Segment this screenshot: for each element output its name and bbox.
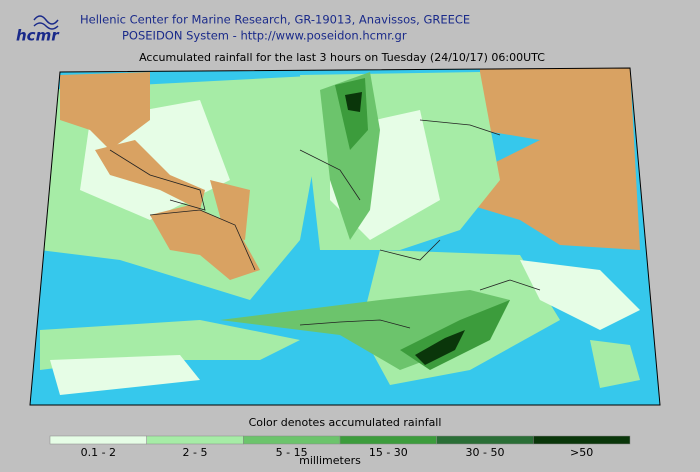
- legend-unit: millimeters: [299, 454, 361, 467]
- logo-waves: [33, 15, 59, 30]
- legend-label: >50: [570, 446, 593, 459]
- legend: 0.1 - 2 2 - 5 5 - 15 15 - 30 30 - 50 >50: [49, 435, 631, 459]
- map: [30, 68, 660, 405]
- header-line: POSEIDON System - http://www.poseidon.hc…: [122, 29, 407, 43]
- legend-swatch: [533, 435, 631, 445]
- logo-text: hcmr: [16, 27, 60, 45]
- map-title: Accumulated rainfall for the last 3 hour…: [139, 51, 545, 64]
- legend-swatch: [243, 435, 341, 445]
- header-line: Hellenic Center for Marine Research, GR-…: [80, 13, 470, 27]
- legend-title: Color denotes accumulated rainfall: [249, 416, 442, 429]
- legend-label: 30 - 50: [466, 446, 505, 459]
- legend-swatch: [146, 435, 244, 445]
- legend-label: 2 - 5: [183, 446, 208, 459]
- legend-swatch: [339, 435, 437, 445]
- legend-label: 0.1 - 2: [81, 446, 116, 459]
- map-frame: [29, 67, 661, 406]
- legend-swatch: [436, 435, 534, 445]
- legend-label: 15 - 30: [369, 446, 408, 459]
- legend-swatch: [49, 435, 147, 445]
- legend-label: 5 - 15: [276, 446, 308, 459]
